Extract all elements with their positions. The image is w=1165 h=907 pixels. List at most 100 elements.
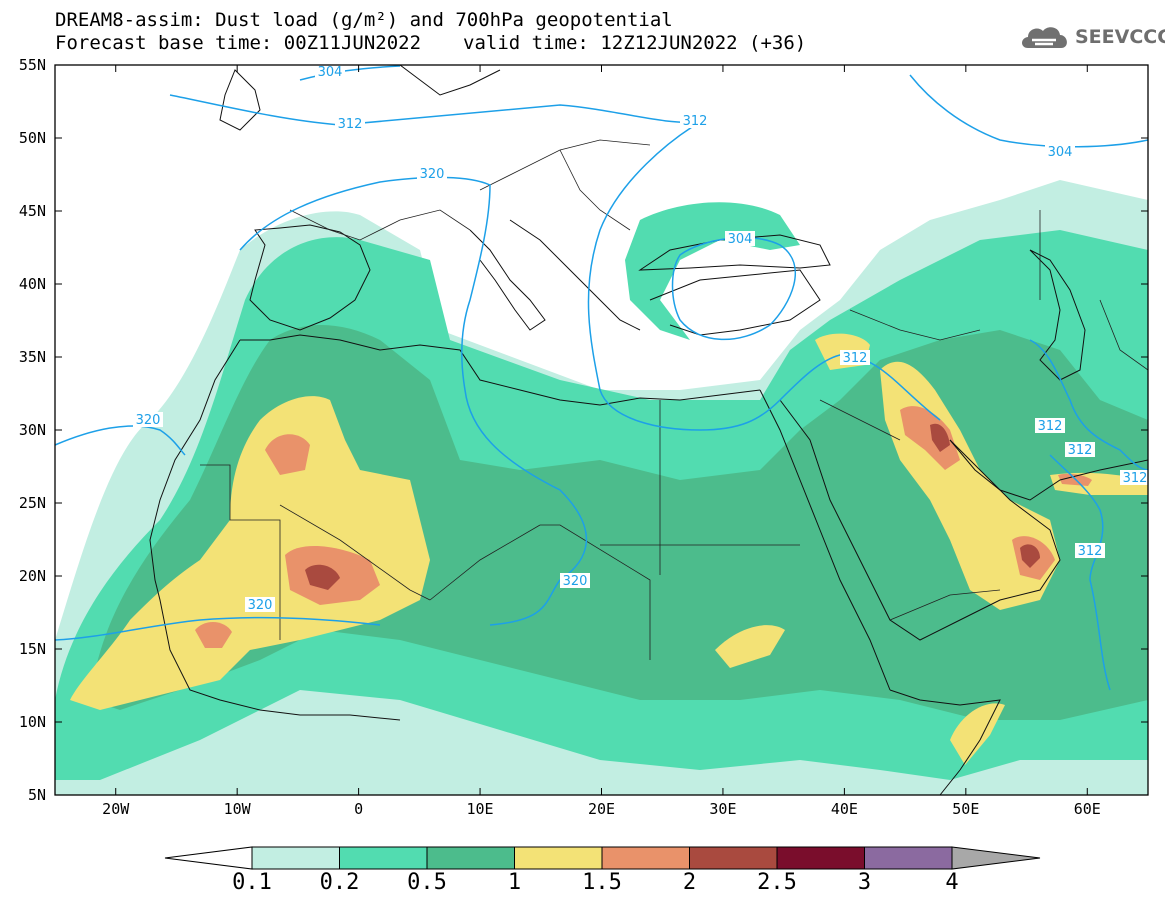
lat-tick-label: 45N [18,202,46,220]
turkey-coastline [649,269,821,336]
contour-label-bg [1065,442,1095,457]
colorbar-label: 3 [857,870,872,895]
border-algeria-mali [279,504,431,601]
border-europe-1 [289,209,471,241]
axis-ticks [55,64,1148,796]
lat-tick-label: 25N [18,494,46,512]
cloud-icon [1022,27,1067,48]
colorbar-bin [689,846,778,870]
contour-label: 312 [1038,419,1063,434]
contour-label: 312 [843,351,868,366]
italy-coastline [469,229,546,331]
lat-tick-label: 50N [18,129,46,147]
colorbar-bin [339,846,428,870]
lon-tick-label: 10W [223,800,251,818]
dust-region-1-somalia [950,703,1005,765]
lat-tick-label: 5N [27,786,46,804]
lat-tick-label: 10N [18,713,46,731]
lat-tick-label: 35N [18,348,46,366]
dust-region-1.5-iraq [900,406,960,470]
arabia-coastline [779,399,1061,641]
lon-tick-label: 20W [102,800,130,818]
lat-tick-label: 15N [18,640,46,658]
black-sea-coastline [638,234,831,271]
contour-label-bg [1045,144,1075,159]
lon-tick-label: 40E [830,800,858,818]
contour-label: 320 [136,413,161,428]
contour-label-bg [725,231,755,246]
contour-304-east [909,74,1148,148]
dust-region-1.5-algeria [265,434,310,475]
logo-text: SEEVCCC [1075,26,1165,48]
border-chad-sudan [540,524,651,660]
contour-label: 312 [1123,471,1148,486]
border-east-3 [1099,299,1148,371]
valid-time: valid time: 12Z12JUN2022 (+36) [463,32,807,54]
border-niger-chad [429,524,541,601]
contour-label: 312 [1078,544,1103,559]
persian-gulf-coastline [949,439,1148,501]
colorbar-label: 2.5 [757,870,797,895]
base-time: Forecast base time: 00Z11JUN2022 [55,32,422,54]
lat-tick-label: 30N [18,421,46,439]
contour-320-europe [239,176,587,626]
red-sea-coastline [759,389,891,691]
colorbar-bin [514,846,603,870]
contour-labels: 304 312 304 312 320 304 320 320 320 312 312 312 312 3… [133,65,1148,613]
contour-label: 312 [1068,443,1093,458]
contour-label-bg [335,116,365,131]
horn-of-africa-coastline [889,689,1001,795]
colorbar-bin [776,846,865,870]
coastlines [149,65,1148,795]
colorbar-label: 1 [507,870,522,895]
dust-region-1-sudan [715,625,785,668]
lon-tick-label: 0 [354,800,364,818]
contour-label: 304 [1048,145,1073,160]
colorbar-bin [864,846,953,870]
border-west-africa-1 [200,464,281,640]
africa-north-coastline [240,334,761,406]
dust-region-2-iraq [930,423,950,452]
contour-label-bg [417,166,447,181]
lon-tick-label: 20E [587,800,616,818]
contour-320-west [55,425,186,456]
map-area: 304 312 304 312 320 304 320 320 320 312 312 312 312 3… [55,65,1148,795]
dust-region-1.5-senegal [195,621,232,648]
colorbar-label: 4 [945,870,959,895]
colorbar-bin [426,846,515,870]
colorbar-left-arrow [164,846,253,870]
contour-320-south [55,616,381,641]
britain-coastline [219,69,261,131]
contour-label-bg [1120,470,1148,485]
contour-label: 320 [248,598,273,613]
contour-label: 304 [728,232,753,247]
contour-label: 312 [683,114,708,129]
scandinavia-coastline [399,65,501,96]
contour-label-bg [1075,543,1105,558]
colorbar-label: 2 [682,870,697,895]
colorbar-right-arrow [951,846,1041,870]
chart-title: DREAM8-assim: Dust load (g/m²) and 700hP… [55,9,673,31]
contour-label: 304 [318,65,343,80]
colorbar-bin [601,846,690,870]
contour-label: 320 [420,167,445,182]
colorbar-label: 0.5 [407,870,447,895]
dust-region-1-west [70,396,430,710]
country-borders [200,139,1148,660]
colorbar-label: 0.2 [319,870,360,895]
lon-tick-label: 10E [466,800,494,818]
colorbar-label: 1.5 [582,870,622,895]
border-saudi-yemen [889,589,1001,621]
africa-west-coastline [149,339,401,721]
colorbar [164,846,1041,870]
time-info: Forecast base time: 00Z11JUN2022 valid ti… [55,33,806,53]
contour-label: 312 [338,117,363,132]
dust-region-1.5-iran-strip [1058,473,1092,486]
lon-tick-label: 60E [1073,800,1101,818]
colorbar-label: 0.1 [232,870,272,895]
contour-312-gulf [1029,339,1148,471]
border-iraq-saudi [819,399,901,441]
colorbar-bin [251,846,340,870]
lon-tick-label: 50E [952,800,980,818]
